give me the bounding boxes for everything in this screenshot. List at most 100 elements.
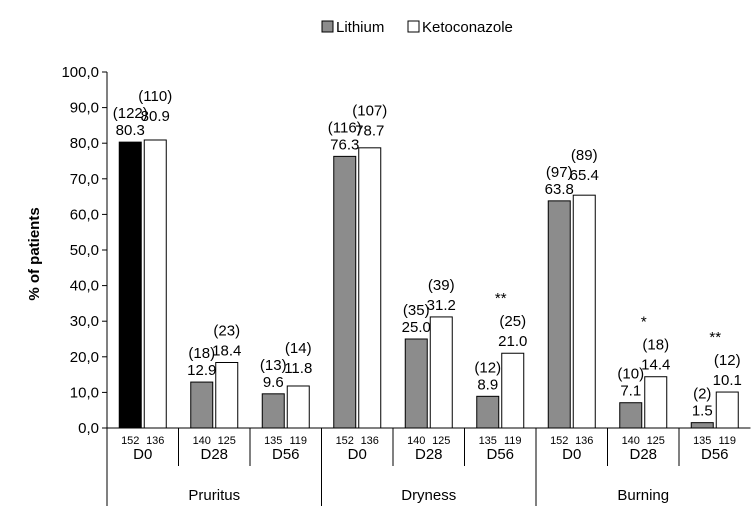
- bar-ketoconazole: [429, 316, 453, 429]
- count-label-lithium: (13): [260, 357, 287, 374]
- legend-swatch-ketoconazole: [407, 20, 420, 33]
- n-label-ketoconazole: 119: [289, 435, 307, 447]
- count-label-ketoconazole: (89): [571, 147, 598, 164]
- y-tick-label: 70,0: [70, 171, 99, 188]
- value-label-lithium: 76.3: [330, 136, 359, 153]
- count-label-ketoconazole: (23): [213, 322, 240, 339]
- significance-marker: **: [709, 329, 721, 346]
- bar-ketoconazole: [715, 391, 739, 429]
- bar-ketoconazole: [572, 194, 596, 429]
- value-label-lithium: 9.6: [263, 374, 284, 391]
- bar-ketoconazole: [215, 361, 239, 429]
- value-label-ketoconazole: 10.1: [713, 372, 742, 389]
- n-label-lithium: 152: [336, 435, 354, 447]
- count-label-ketoconazole: (12): [714, 352, 741, 369]
- bar-lithium: [118, 141, 142, 429]
- n-label-lithium: 140: [407, 435, 425, 447]
- n-label-ketoconazole: 119: [504, 435, 522, 447]
- legend: Lithium Ketoconazole: [321, 19, 513, 36]
- value-label-ketoconazole: 14.4: [641, 357, 670, 374]
- group-label-dryness: Dryness: [401, 487, 456, 504]
- y-axis-title: % of patients: [26, 207, 43, 300]
- day-label: D28: [415, 446, 443, 463]
- group-label-pruritus: Pruritus: [188, 487, 240, 504]
- n-label-lithium: 135: [264, 435, 282, 447]
- n-label-ketoconazole: 136: [575, 435, 593, 447]
- bar-lithium: [261, 393, 285, 429]
- n-label-lithium: 135: [479, 435, 497, 447]
- y-tick-label: 90,0: [70, 100, 99, 117]
- count-label-ketoconazole: (18): [642, 337, 669, 354]
- count-label-ketoconazole: (25): [499, 313, 526, 330]
- n-label-lithium: 140: [193, 435, 211, 447]
- count-label-ketoconazole: (107): [352, 102, 387, 119]
- value-label-ketoconazole: 80.9: [141, 108, 170, 125]
- value-label-ketoconazole: 18.4: [212, 342, 241, 359]
- bar-lithium: [547, 200, 571, 429]
- n-label-lithium: 152: [121, 435, 139, 447]
- n-label-ketoconazole: 125: [432, 435, 450, 447]
- y-tick-label: 0,0: [78, 420, 99, 437]
- n-label-ketoconazole: 136: [146, 435, 164, 447]
- value-label-lithium: 25.0: [402, 319, 431, 336]
- count-label-lithium: (116): [328, 119, 362, 136]
- value-label-lithium: 8.9: [477, 376, 498, 393]
- y-tick-label: 40,0: [70, 278, 99, 295]
- bar-ketoconazole: [644, 376, 668, 429]
- count-label-lithium: (10): [617, 366, 644, 383]
- bar-lithium: [476, 395, 500, 429]
- y-tick-label: 30,0: [70, 313, 99, 330]
- day-label: D56: [701, 446, 729, 463]
- bar-ketoconazole: [286, 385, 310, 429]
- plot-area: 0,0 10,0 20,0 30,0 40,0 50,0 60,0 70,0 80,0 90,0 1…: [61, 64, 751, 506]
- bar-lithium: [619, 402, 643, 429]
- day-label: D0: [348, 446, 367, 463]
- bar-ketoconazole: [501, 352, 525, 429]
- day-label: D0: [133, 446, 152, 463]
- y-tick-label: 20,0: [70, 349, 99, 366]
- value-label-ketoconazole: 65.4: [570, 167, 599, 184]
- bar-lithium: [333, 155, 357, 429]
- n-label-lithium: 140: [622, 435, 640, 447]
- y-tick-label: 50,0: [70, 242, 99, 259]
- n-label-ketoconazole: 136: [361, 435, 379, 447]
- count-label-lithium: (97): [546, 164, 573, 181]
- value-label-ketoconazole: 78.7: [355, 122, 384, 139]
- day-label: D56: [486, 446, 514, 463]
- group-label-burning: Burning: [617, 487, 669, 504]
- n-label-ketoconazole: 119: [718, 435, 736, 447]
- bar-ketoconazole: [143, 139, 167, 429]
- y-tick-label: 60,0: [70, 206, 99, 223]
- value-label-ketoconazole: 31.2: [427, 297, 456, 314]
- count-label-lithium: (12): [474, 359, 501, 376]
- bar-lithium: [404, 338, 428, 429]
- day-label: D56: [272, 446, 300, 463]
- day-label: D0: [562, 446, 581, 463]
- value-label-ketoconazole: 11.8: [284, 360, 312, 377]
- value-label-lithium: 80.3: [116, 122, 145, 139]
- value-label-lithium: 7.1: [620, 383, 641, 400]
- count-label-lithium: (18): [188, 345, 215, 362]
- y-tick-label: 80,0: [70, 135, 99, 152]
- value-label-lithium: 63.8: [545, 181, 574, 198]
- n-label-lithium: 135: [693, 435, 711, 447]
- bar-lithium: [190, 381, 214, 429]
- day-label: D28: [629, 446, 657, 463]
- legend-label-ketoconazole: Ketoconazole: [422, 19, 513, 36]
- count-label-ketoconazole: (39): [428, 277, 455, 294]
- significance-marker: **: [495, 290, 507, 307]
- count-label-ketoconazole: (14): [285, 340, 312, 357]
- count-label-lithium: (122): [113, 105, 148, 122]
- value-label-lithium: 12.9: [187, 362, 216, 379]
- n-label-ketoconazole: 125: [647, 435, 665, 447]
- count-label-lithium: (35): [403, 302, 430, 319]
- day-label: D28: [200, 446, 228, 463]
- value-label-lithium: 1.5: [692, 403, 713, 420]
- n-label-lithium: 152: [550, 435, 568, 447]
- count-label-lithium: (2): [693, 386, 711, 403]
- significance-marker: *: [641, 314, 647, 331]
- y-tick-label: 10,0: [70, 384, 99, 401]
- y-tick-label: 100,0: [61, 64, 99, 81]
- value-label-ketoconazole: 21.0: [498, 333, 527, 350]
